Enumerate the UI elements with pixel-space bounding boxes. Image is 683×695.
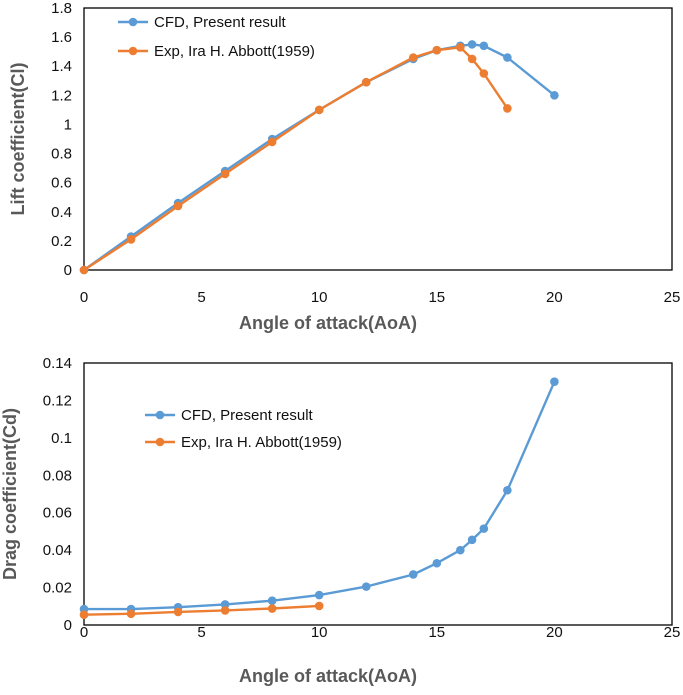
- data-point: [314, 105, 324, 115]
- data-point: [220, 606, 230, 615]
- x-axis-title: Angle of attack(AoA): [239, 666, 417, 686]
- data-point: [126, 235, 136, 244]
- y-tick-label: 0: [64, 262, 72, 279]
- legend-entry: CFD, Present result: [118, 14, 287, 31]
- data-point: [314, 590, 324, 600]
- y-axis-title: Lift coefficient(Cl): [8, 63, 28, 216]
- x-tick-label: 0: [80, 624, 88, 641]
- y-tick-label: 1: [64, 116, 72, 133]
- series-experiment: [79, 43, 512, 275]
- data-point: [267, 604, 277, 613]
- x-tick-label: 5: [197, 624, 205, 641]
- y-tick-label: 0.12: [43, 392, 72, 409]
- x-tick-label: 25: [664, 289, 681, 306]
- x-axis-title: Angle of attack(AoA): [239, 313, 417, 333]
- data-point: [361, 582, 371, 591]
- data-point: [550, 377, 559, 387]
- data-point: [173, 201, 183, 211]
- x-tick-label: 25: [664, 624, 681, 641]
- data-point: [467, 535, 477, 545]
- data-point: [79, 610, 89, 620]
- legend-entry: Exp, Ira H. Abbott(1959): [145, 434, 342, 451]
- lift-coefficient-chart: 0 5 10 15 20 25 0 0.2 0.4 0.6 0.8 1 1.2 1.4 1.6 1.8 Angl…: [0, 0, 683, 335]
- x-tick-label: 5: [197, 289, 205, 306]
- y-tick-label: 0.4: [51, 204, 72, 221]
- y-tick-label: 0.14: [43, 355, 72, 372]
- data-point: [503, 53, 512, 62]
- data-point: [479, 69, 489, 78]
- data-point: [173, 607, 183, 617]
- legend-entry: CFD, Present result: [145, 407, 314, 424]
- y-tick-label: 1.8: [51, 0, 72, 17]
- series-line: [83, 43, 556, 271]
- data-point: [503, 485, 512, 495]
- legend-marker: [128, 17, 138, 27]
- data-point: [456, 43, 465, 52]
- x-tick-label: 0: [80, 289, 88, 306]
- data-point: [314, 601, 324, 611]
- y-tick-label: 0: [64, 617, 72, 634]
- y-axis-title: Drag coefficient(Cd): [0, 408, 20, 580]
- y-tick-label: 0.02: [43, 580, 72, 597]
- legend-label: CFD, Present result: [181, 407, 314, 424]
- y-tick-label: 0.8: [51, 146, 72, 163]
- legend-marker: [155, 410, 165, 420]
- data-point: [479, 524, 489, 533]
- x-tick-label: 15: [428, 624, 445, 641]
- y-tick-label: 1.6: [51, 29, 72, 46]
- data-point: [220, 600, 230, 609]
- plot-area-frame: [83, 362, 673, 626]
- series-experiment: [79, 601, 324, 620]
- legend-entry: Exp, Ira H. Abbott(1959): [118, 43, 315, 60]
- legend-marker: [128, 46, 138, 56]
- data-point: [267, 137, 277, 147]
- data-point: [408, 570, 418, 579]
- series-line: [83, 46, 509, 272]
- y-tick-label: 0.06: [43, 505, 72, 522]
- legend-label: Exp, Ira H. Abbott(1959): [181, 434, 342, 451]
- data-point: [126, 609, 136, 619]
- data-point: [361, 77, 371, 87]
- y-tick-label: 0.2: [51, 233, 72, 250]
- y-tick-label: 0.6: [51, 175, 72, 192]
- data-point: [467, 40, 477, 49]
- data-point: [456, 545, 465, 555]
- legend-marker: [155, 437, 165, 447]
- data-point: [267, 596, 277, 605]
- data-point: [432, 45, 442, 55]
- series-line: [83, 604, 320, 616]
- y-tick-label: 1.2: [51, 87, 72, 104]
- y-tick-label: 1.4: [51, 58, 72, 75]
- y-tick-label: 0.1: [51, 430, 72, 447]
- x-tick-label: 10: [311, 289, 328, 306]
- data-point: [503, 104, 512, 113]
- series-cfd: [79, 377, 559, 614]
- x-tick-label: 20: [546, 624, 563, 641]
- plot-area-frame: [83, 7, 673, 271]
- data-point: [467, 54, 477, 64]
- x-tick-label: 15: [428, 289, 445, 306]
- data-point: [408, 53, 418, 62]
- data-point: [432, 558, 442, 568]
- legend-label: CFD, Present result: [154, 14, 287, 31]
- x-tick-label: 10: [311, 624, 328, 641]
- data-point: [479, 41, 489, 51]
- drag-chart-svg: 0 5 10 15 20 25 0 0.02 0.04 0.06 0.08 0.1 0.12 0.14 An…: [0, 355, 681, 686]
- legend-label: Exp, Ira H. Abbott(1959): [154, 43, 315, 60]
- data-point: [550, 91, 559, 100]
- data-point: [79, 265, 89, 275]
- data-point: [220, 169, 230, 179]
- y-tick-label: 0.08: [43, 467, 72, 484]
- lift-chart-svg: 0 5 10 15 20 25 0 0.2 0.4 0.6 0.8 1 1.2 1.4 1.6 1.8 Angl…: [8, 0, 681, 333]
- drag-coefficient-chart: 0 5 10 15 20 25 0 0.02 0.04 0.06 0.08 0.1 0.12 0.14 An…: [0, 345, 683, 690]
- y-tick-label: 0.04: [43, 542, 72, 559]
- x-tick-label: 20: [546, 289, 563, 306]
